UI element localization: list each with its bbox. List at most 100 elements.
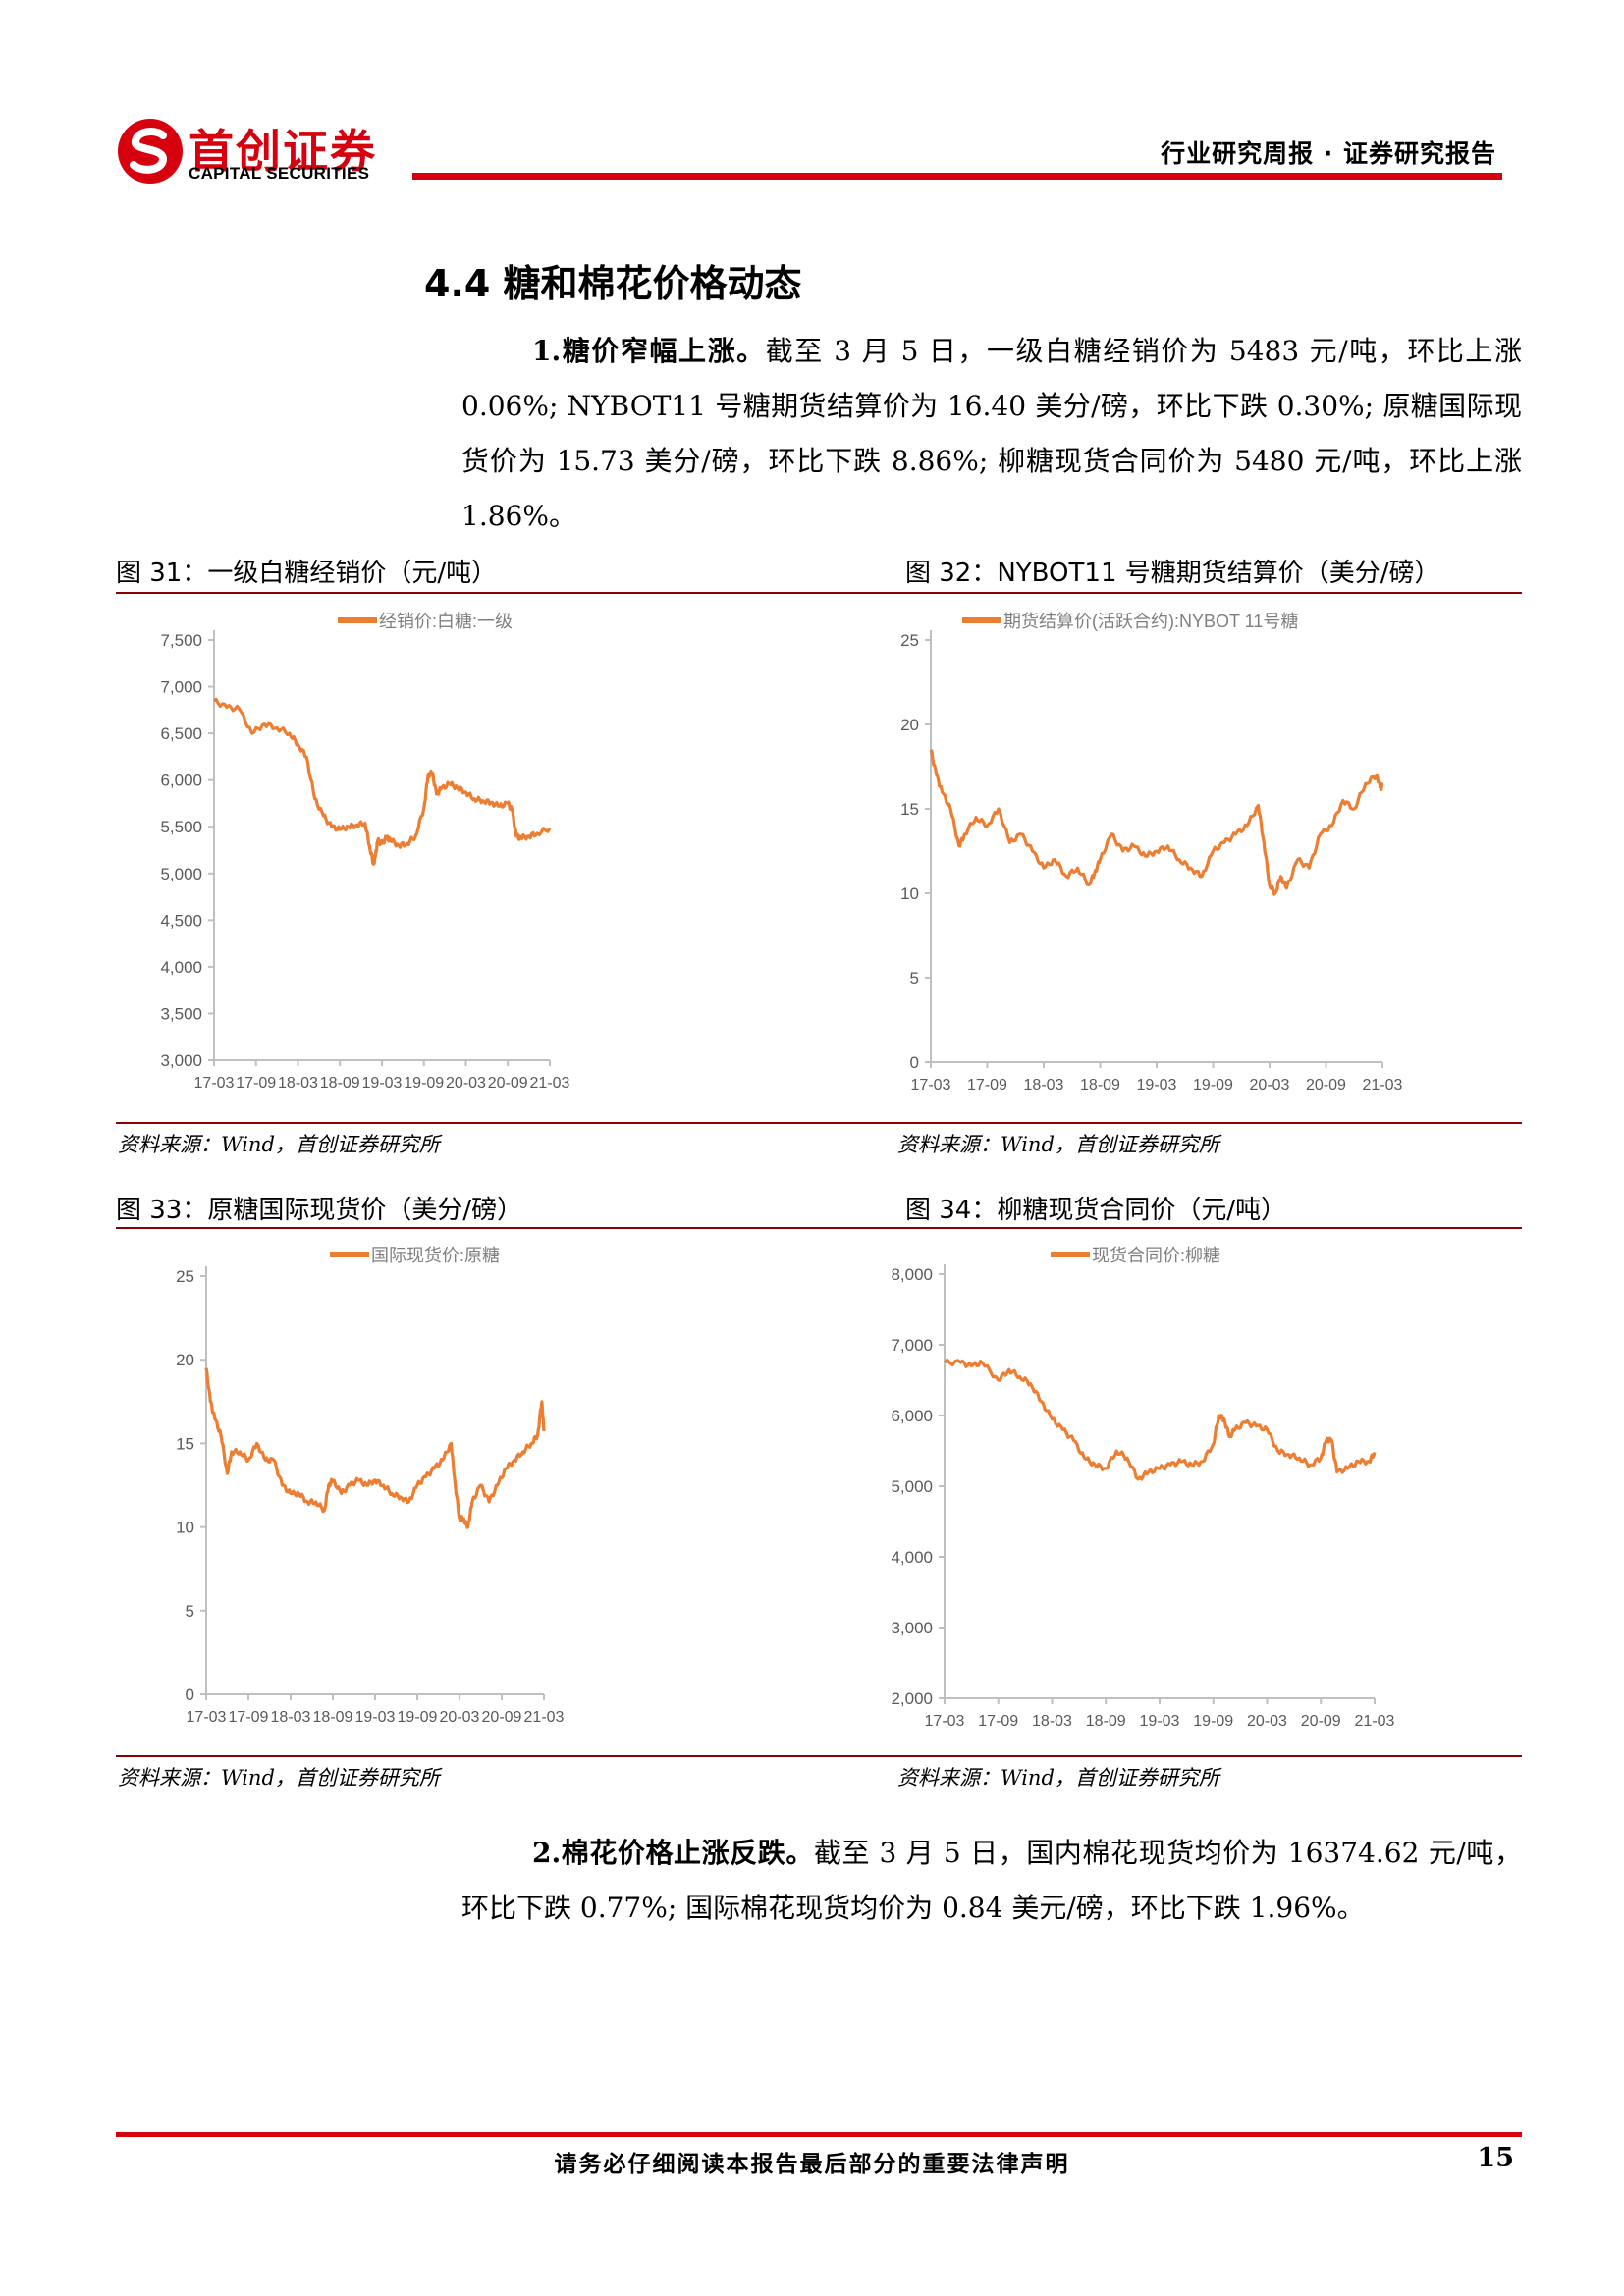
x-tick-label: 17-03	[194, 1075, 235, 1092]
x-tick-label: 20-03	[1247, 1713, 1287, 1730]
y-tick-label: 10	[176, 1519, 194, 1537]
y-tick-label: 5,000	[891, 1477, 933, 1496]
x-tick-label: 17-03	[911, 1077, 951, 1094]
figure-32-title: 图 32：NYBOT11 号糖期货结算价（美分/磅）	[905, 559, 1440, 588]
chart-raw-sugar-spot: 25 20 15 10 5 0 17-03 17-09 18-03 18-09 19-03 19-09…	[176, 1246, 565, 1726]
y-tick-label: 0	[910, 1053, 919, 1072]
x-tick-label: 18-09	[1080, 1077, 1120, 1094]
figure-row2-bottom-rule	[116, 1755, 1522, 1757]
y-tick-label: 7,500	[160, 631, 202, 650]
figure-33-title: 图 33：原糖国际现货价（美分/磅）	[116, 1196, 523, 1225]
x-tick-label: 18-03	[271, 1709, 311, 1726]
report-type: 行业研究周报 · 证券研究报告	[1161, 139, 1496, 168]
paragraph-cotton: 2.棉花价格止涨反跌。截至 3 月 5 日，国内棉花现货均价为 16374.62…	[461, 1826, 1522, 1936]
series-line	[943, 1358, 1377, 1481]
y-tick-label: 5,500	[160, 818, 202, 836]
x-tick-label: 17-09	[978, 1713, 1018, 1730]
y-tick-label: 5,000	[160, 865, 202, 883]
figure-row1-top-rule	[116, 592, 1522, 594]
logo-english-name: CAPITAL SECURITIES	[189, 164, 370, 183]
y-tick-label: 7,000	[891, 1336, 933, 1355]
x-tick-label: 21-03	[1355, 1713, 1395, 1730]
x-tick-label: 18-03	[1032, 1713, 1072, 1730]
y-tick-label: 15	[176, 1434, 194, 1453]
figure-33-source: 资料来源：Wind，首创证券研究所	[118, 1766, 440, 1789]
x-tick-label: 17-03	[925, 1713, 965, 1730]
chart-nybot11-futures: 25 20 15 10 5 0 17-03 17-09 18-03 18-09 19-03 19-09…	[900, 612, 1403, 1094]
x-tick-label: 18-09	[313, 1709, 353, 1726]
y-tick-label: 3,500	[160, 1004, 202, 1023]
x-tick-label: 19-09	[1193, 1077, 1233, 1094]
paragraph-body: 截至 3 月 5 日，国内棉花现货均价为 16374.62 元/吨，环比下跌 0…	[461, 1837, 1522, 1924]
x-tick-label: 19-09	[398, 1709, 438, 1726]
y-tick-label: 6,000	[160, 772, 202, 790]
figure-row1-bottom-rule	[116, 1122, 1522, 1124]
logo-chinese-name: 首创证券	[189, 125, 377, 178]
y-tick-label: 5	[186, 1602, 194, 1621]
x-tick-label: 20-09	[482, 1709, 522, 1726]
page-number: 15	[1477, 2143, 1514, 2173]
figure-31-title: 图 31：一级白糖经销价（元/吨）	[116, 559, 498, 588]
figure-34-title: 图 34：柳糖现货合同价（元/吨）	[905, 1196, 1287, 1225]
paragraph-sugar: 1.糖价窄幅上涨。截至 3 月 5 日，一级白糖经销价为 5483 元/吨，环比…	[461, 324, 1522, 544]
x-tick-label: 19-09	[404, 1075, 444, 1092]
x-tick-label: 21-03	[530, 1075, 570, 1092]
y-tick-label: 4,000	[891, 1548, 933, 1567]
figure-row2-top-rule	[116, 1227, 1522, 1229]
y-tick-label: 10	[900, 884, 919, 903]
x-tick-label: 17-09	[236, 1075, 276, 1092]
x-tick-label: 20-03	[1250, 1077, 1290, 1094]
y-tick-label: 2,000	[891, 1689, 933, 1708]
figure-32-source: 资料来源：Wind，首创证券研究所	[897, 1133, 1219, 1156]
y-tick-label: 7,000	[160, 678, 202, 697]
y-tick-label: 20	[900, 716, 919, 734]
paragraph-lead: 1.糖价窄幅上涨。	[532, 335, 766, 367]
x-tick-label: 17-09	[229, 1709, 269, 1726]
legend-label: 国际现货价:原糖	[371, 1246, 500, 1265]
footer-rule	[116, 2132, 1522, 2137]
x-tick-label: 18-03	[1024, 1077, 1064, 1094]
chart-liuzhou-sugar-contract: 8,000 7,000 6,000 5,000 4,000 3,000 2,000 17-03…	[891, 1246, 1395, 1730]
x-tick-label: 21-03	[1363, 1077, 1403, 1094]
x-tick-label: 19-09	[1193, 1713, 1233, 1730]
x-tick-label: 20-09	[1306, 1077, 1346, 1094]
x-tick-label: 18-03	[278, 1075, 318, 1092]
y-tick-label: 15	[900, 800, 919, 819]
figure-31-source: 资料来源：Wind，首创证券研究所	[118, 1133, 440, 1156]
figure-34-source: 资料来源：Wind，首创证券研究所	[897, 1766, 1219, 1789]
y-tick-label: 25	[176, 1267, 194, 1286]
x-tick-label: 17-09	[967, 1077, 1007, 1094]
x-tick-label: 18-09	[1086, 1713, 1126, 1730]
y-tick-label: 25	[900, 631, 919, 650]
x-tick-label: 21-03	[524, 1709, 565, 1726]
x-tick-label: 19-03	[1140, 1713, 1180, 1730]
x-tick-label: 18-09	[320, 1075, 360, 1092]
y-tick-label: 20	[176, 1351, 194, 1369]
legend-label: 现货合同价:柳糖	[1092, 1246, 1220, 1265]
y-tick-label: 4,500	[160, 911, 202, 930]
y-tick-label: 3,000	[160, 1051, 202, 1070]
x-tick-label: 19-03	[355, 1709, 396, 1726]
x-tick-label: 19-03	[1137, 1077, 1177, 1094]
x-tick-label: 20-09	[488, 1075, 528, 1092]
series-line	[204, 1367, 546, 1529]
y-tick-label: 5	[910, 969, 919, 988]
series-line	[213, 697, 552, 866]
y-tick-label: 3,000	[891, 1619, 933, 1637]
x-tick-label: 20-03	[440, 1709, 480, 1726]
y-tick-label: 0	[186, 1685, 194, 1704]
legend-label: 期货结算价(活跃合约):NYBOT 11号糖	[1003, 612, 1298, 631]
series-line	[929, 748, 1384, 896]
paragraph-lead: 2.棉花价格止涨反跌。	[532, 1837, 814, 1869]
chart-white-sugar-price: 7,500 7,000 6,500 6,000 5,500 5,000 4,500 4,000…	[160, 612, 570, 1092]
y-tick-label: 8,000	[891, 1265, 933, 1284]
header-rule	[412, 173, 1502, 180]
y-tick-label: 6,500	[160, 724, 202, 743]
x-tick-label: 20-03	[446, 1075, 486, 1092]
legend-label: 经销价:白糖:一级	[379, 612, 513, 631]
x-tick-label: 19-03	[362, 1075, 403, 1092]
section-title: 4.4 糖和棉花价格动态	[424, 262, 802, 305]
y-tick-label: 4,000	[160, 958, 202, 977]
paragraph-body: 截至 3 月 5 日，一级白糖经销价为 5483 元/吨，环比上涨 0.06%;…	[461, 335, 1522, 532]
x-tick-label: 17-03	[187, 1709, 227, 1726]
